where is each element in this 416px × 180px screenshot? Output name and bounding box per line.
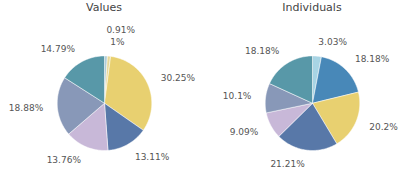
svg-text:9.09%: 9.09% [230,127,259,137]
svg-text:13.76%: 13.76% [47,155,82,165]
svg-text:10.1%: 10.1% [223,91,252,101]
svg-text:3.03%: 3.03% [318,37,347,47]
svg-text:13.11%: 13.11% [135,152,170,162]
svg-text:21.21%: 21.21% [270,159,305,169]
svg-text:18.18%: 18.18% [245,46,280,56]
html-text:Individuals: Individuals [282,1,342,14]
svg-text:18.88%: 18.88% [9,102,44,112]
svg-text:20.2%: 20.2% [369,122,398,132]
html-text:Values: Values [86,1,122,14]
svg-text:1%: 1% [110,37,125,47]
svg-text:0.91%: 0.91% [106,25,135,35]
svg-text:18.18%: 18.18% [355,54,390,64]
svg-text:14.79%: 14.79% [41,44,76,54]
svg-text:30.25%: 30.25% [161,73,196,83]
